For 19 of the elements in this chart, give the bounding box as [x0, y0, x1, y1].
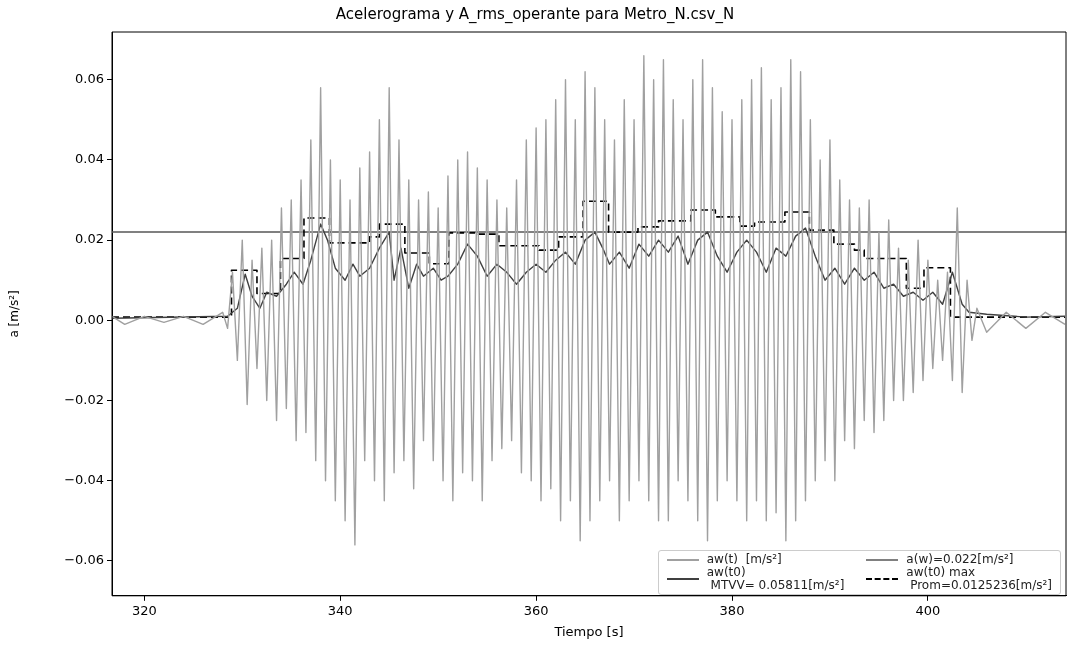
legend-label: aw(t0) MTVV= 0.05811[m/s²]: [706, 565, 845, 592]
y-tick-label: 0.02: [75, 231, 104, 247]
x-axis-title: Tiempo [s]: [553, 623, 624, 639]
y-axis-title: a [m/s²]: [7, 290, 22, 338]
x-tick-label: 340: [327, 602, 353, 618]
x-tick-label: 360: [523, 602, 549, 618]
y-tick-label: −0.02: [64, 391, 104, 407]
legend-label: aw(t) [m/s²]: [706, 552, 782, 566]
y-tick-label: 0.06: [75, 71, 104, 87]
y-tick-label: −0.04: [64, 472, 104, 488]
x-tick-label: 380: [719, 602, 745, 618]
y-tick-label: 0.00: [75, 311, 104, 327]
y-tick-label: −0.06: [64, 552, 104, 568]
chart-title: Acelerograma y A_rms_operante para Metro_N.csv_N: [335, 4, 735, 24]
x-tick-label: 400: [915, 602, 941, 618]
legend-label: a(w)=0.022[m/s²]: [906, 552, 1014, 566]
x-tick-label: 320: [131, 602, 157, 618]
legend-label: aw(t0) max Prom=0.0125236[m/s²]: [906, 565, 1052, 592]
y-tick-label: 0.04: [75, 151, 104, 167]
